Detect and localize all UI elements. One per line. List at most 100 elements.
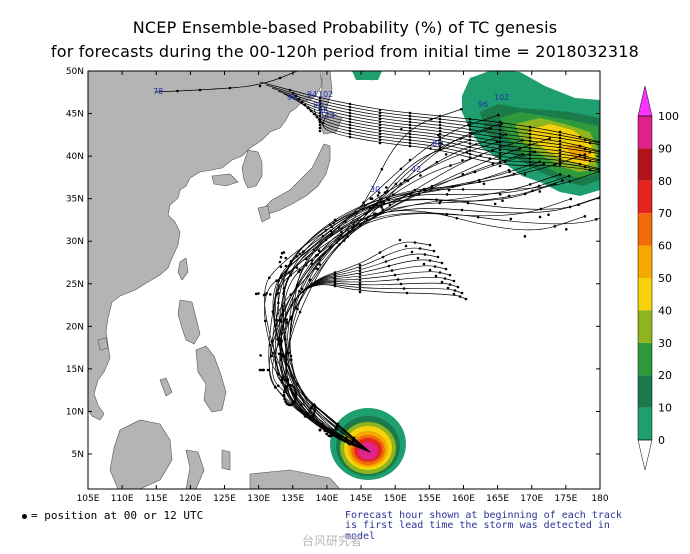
track-position-dot xyxy=(348,135,352,139)
track-position-dot xyxy=(289,273,292,277)
track-position-dot xyxy=(410,250,414,254)
track-position-dot xyxy=(528,164,532,167)
track-position-dot xyxy=(295,266,299,269)
track-position-dot xyxy=(528,153,532,157)
track-position-dot xyxy=(303,414,307,417)
track-position-dot xyxy=(348,102,352,106)
track-position-dot xyxy=(456,285,460,289)
land-asia xyxy=(88,71,323,421)
lon-tick-label: 145E xyxy=(350,494,373,504)
lat-tick-label: 25N xyxy=(66,280,84,290)
track-position-dot xyxy=(452,292,456,296)
track-position-dot xyxy=(394,182,398,186)
track-position-dot xyxy=(277,384,280,388)
track-position-dot xyxy=(558,148,562,152)
track-position-dot xyxy=(438,147,442,151)
track-position-dot xyxy=(588,168,592,172)
track-position-dot xyxy=(385,186,388,189)
track-position-dot xyxy=(507,168,511,172)
track-position-dot xyxy=(408,117,412,121)
land-sulawesi xyxy=(185,449,205,489)
track-position-dot xyxy=(308,278,312,282)
lat-tick-label: 45N xyxy=(66,110,84,120)
lat-tick-label: 15N xyxy=(66,365,84,375)
track-position-dot xyxy=(466,201,470,205)
track-position-dot xyxy=(418,247,422,250)
land-japan xyxy=(261,143,331,215)
track-position-dot xyxy=(438,123,442,127)
track-position-dot xyxy=(444,153,448,156)
chart-title: NCEP Ensemble-based Probability (%) of T… xyxy=(132,18,558,37)
track-position-dot xyxy=(297,97,301,101)
track-position-dot xyxy=(443,277,447,280)
track-position-dot xyxy=(358,263,362,267)
track-position-dot xyxy=(468,121,472,124)
track-position-dot xyxy=(387,198,391,202)
land-korea xyxy=(241,149,263,189)
track-position-dot xyxy=(318,118,322,122)
track-position-dot xyxy=(294,94,298,98)
track-position-dot xyxy=(537,184,541,188)
track-position-dot xyxy=(583,215,587,218)
lat-tick-label: 30N xyxy=(66,237,84,247)
track-position-dot xyxy=(416,256,420,260)
forecast-note-line1: Forecast hour shown at beginning of each… xyxy=(345,510,622,521)
track-position-dot xyxy=(547,213,550,216)
hour-label: 114 xyxy=(320,111,335,120)
track-position-dot xyxy=(558,157,562,161)
lat-tick-label: 20N xyxy=(66,322,84,332)
track-position-dot xyxy=(282,390,286,394)
track-position-dot xyxy=(451,185,454,188)
track-position-dot xyxy=(578,162,582,166)
track-position-dot xyxy=(382,201,386,205)
track-position-dot xyxy=(305,414,309,417)
track-position-dot xyxy=(468,135,472,138)
track-position-dot xyxy=(284,338,287,341)
track-position-dot xyxy=(408,126,412,130)
colorbar-label: 20 xyxy=(658,369,672,382)
track-position-dot xyxy=(428,268,432,272)
track-position-dot xyxy=(405,291,409,295)
track-position-dot xyxy=(430,186,433,190)
track-position-dot xyxy=(528,183,532,186)
track-position-dot xyxy=(609,153,612,156)
track-position-dot xyxy=(198,88,202,92)
colorbar-label: 90 xyxy=(658,142,672,155)
track-position-dot xyxy=(408,132,412,136)
track-position-dot xyxy=(340,230,343,234)
track-position-dot xyxy=(276,291,280,295)
track-position-dot xyxy=(498,128,502,132)
track-position-dot xyxy=(498,124,502,128)
track-position-dot xyxy=(380,167,384,171)
track-position-dot xyxy=(332,221,335,225)
longitude-axis: 105E 110E 115E 120E 125E 130E 135E 140E 145E 150E… xyxy=(77,71,609,504)
track-position-dot xyxy=(446,286,450,290)
track-position-dot xyxy=(553,163,557,166)
track-position-dot xyxy=(528,132,532,136)
track-position-dot xyxy=(348,123,352,127)
track-position-dot xyxy=(408,114,412,118)
track-position-dot xyxy=(277,372,280,376)
track-position-dot xyxy=(348,129,352,133)
track-position-dot xyxy=(445,193,449,196)
track-position-dot xyxy=(491,162,495,166)
track-position-dot xyxy=(498,152,502,156)
track-position-dot xyxy=(295,283,299,287)
track-position-dot xyxy=(352,437,355,441)
track-position-dot xyxy=(258,368,262,372)
track-position-dot xyxy=(312,112,316,116)
hour-label: 96 xyxy=(478,100,488,109)
track-position-dot xyxy=(461,158,464,162)
track-position-dot xyxy=(378,111,382,115)
colorbar-label: 10 xyxy=(658,402,672,415)
track-position-dot xyxy=(553,182,557,186)
track-position-dot xyxy=(348,117,352,121)
track-position-dot xyxy=(468,152,472,156)
track-position-dot xyxy=(399,167,403,171)
lon-tick-label: 160E xyxy=(452,494,475,504)
track-position-dot xyxy=(396,278,400,281)
track-position-dot xyxy=(262,368,265,372)
track-position-dot xyxy=(378,108,382,112)
track-position-dot xyxy=(298,268,302,272)
track-position-dot xyxy=(498,160,502,164)
